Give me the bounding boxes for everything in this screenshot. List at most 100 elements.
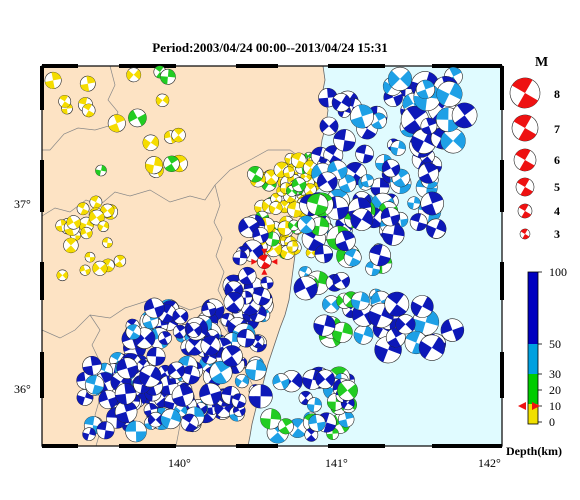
- focal-mechanism: [231, 393, 247, 409]
- focal-mechanism: [380, 207, 400, 227]
- magnitude-label-3: 3: [554, 227, 560, 241]
- focal-mechanism: [96, 421, 115, 440]
- depth-tick-100: 100: [549, 265, 567, 279]
- focal-mechanism: [79, 264, 91, 276]
- focal-mechanism: [451, 102, 478, 129]
- lat-tick-36: 36°: [14, 382, 31, 396]
- focal-mechanism: [291, 177, 307, 192]
- focal-mechanism: [308, 414, 326, 432]
- focal-mechanism: [322, 295, 341, 314]
- focal-mechanism: [350, 208, 374, 231]
- magnitude-label-7: 7: [554, 122, 560, 136]
- focal-mechanism: [84, 375, 105, 395]
- focal-mechanism: [95, 164, 107, 177]
- focal-mechanism: [323, 145, 344, 166]
- depth-colorbar-title: Depth(km): [506, 444, 562, 458]
- focal-mechanism: [277, 418, 294, 435]
- magnitude-legend: [509, 77, 541, 240]
- focal-mechanism: [172, 324, 187, 339]
- focal-mechanism: [245, 359, 267, 381]
- colorbar-shallow: [528, 404, 538, 424]
- focal-mechanism: [56, 269, 69, 282]
- focal-mechanism: [147, 411, 164, 428]
- focal-mechanism: [260, 276, 274, 290]
- focal-mechanism: [167, 361, 186, 379]
- focal-mechanism: [409, 213, 428, 232]
- focal-mechanism: [145, 156, 163, 175]
- focal-mechanism: [172, 308, 189, 325]
- focal-mechanism: [221, 345, 243, 367]
- lon-tick-140: 140°: [168, 456, 191, 470]
- focal-mechanism: [355, 144, 374, 164]
- focal-mechanism: [232, 250, 248, 266]
- magnitude-label-4: 4: [554, 204, 560, 218]
- focal-mechanism: [407, 196, 421, 210]
- focal-mechanism: [417, 162, 439, 184]
- focal-mechanism: [272, 373, 290, 391]
- magnitude-7-symbol: [511, 114, 539, 142]
- focal-mechanism: [102, 237, 113, 248]
- focal-mechanism: [155, 93, 170, 108]
- focal-mechanism: [160, 408, 182, 430]
- focal-mechanism: [209, 360, 233, 385]
- chart-title: Period:2003/04/24 00:00--2013/04/24 15:3…: [152, 40, 388, 55]
- magnitude-4-symbol: [517, 203, 533, 219]
- lon-tick-142: 142°: [478, 456, 501, 470]
- focal-mechanism: [415, 79, 436, 100]
- magnitude-3-symbol: [519, 228, 531, 240]
- focal-mechanism: [268, 201, 283, 215]
- focal-mechanism: [418, 334, 445, 361]
- focal-mechanism: [290, 152, 307, 169]
- colorbar-ticks: [538, 271, 542, 423]
- depth-tick-20: 20: [549, 383, 561, 397]
- mainshock-arrow-bottom: [261, 268, 268, 275]
- focal-mechanism: [248, 384, 273, 409]
- focal-mechanism: [163, 155, 180, 173]
- focal-mechanism: [368, 244, 391, 267]
- focal-mechanism: [333, 129, 356, 152]
- focal-mechanism: [319, 116, 339, 136]
- mainshock-arrow-left: [251, 258, 258, 265]
- focal-mechanism: [158, 331, 172, 345]
- focal-mechanism: [200, 335, 221, 356]
- focal-mechanism: [80, 226, 93, 240]
- colorbar-deep: [528, 272, 538, 344]
- focal-mechanism: [247, 165, 264, 183]
- focal-mechanism: [306, 397, 322, 413]
- focal-mechanism: [395, 314, 416, 335]
- focal-mechanism: [331, 321, 353, 343]
- focal-mechanism: [113, 254, 127, 268]
- focal-mechanism: [125, 324, 142, 340]
- focal-mechanisms: [44, 65, 478, 444]
- focal-mechanism: [116, 357, 138, 380]
- magnitude-6-symbol: [513, 148, 537, 172]
- focal-mechanism: [126, 67, 142, 83]
- colorbar-shallow-mid: [528, 374, 538, 404]
- focal-mechanism: [360, 174, 374, 188]
- mainshock-marker: [251, 248, 278, 275]
- mainshock-arrow-right: [271, 258, 278, 265]
- focal-mechanism: [171, 384, 194, 407]
- focal-mechanism: [436, 81, 463, 107]
- focal-mechanism: [286, 240, 299, 253]
- focal-mechanism: [343, 248, 362, 267]
- focal-mechanism: [316, 171, 338, 193]
- focal-mechanism: [82, 355, 102, 376]
- lon-tick-141: 141°: [325, 456, 348, 470]
- focal-mechanism: [304, 427, 319, 442]
- focal-mechanism: [350, 291, 370, 311]
- focal-mechanism: [201, 302, 217, 318]
- focal-mechanism: [81, 103, 96, 118]
- frame-scale-bars: [40, 64, 504, 448]
- focal-mechanism: [63, 237, 79, 254]
- focal-mechanism: [410, 295, 434, 318]
- focal-mechanism: [350, 104, 374, 129]
- focal-mechanism: [260, 408, 282, 430]
- magnitude-label-8: 8: [554, 87, 560, 101]
- focal-mechanism: [171, 127, 186, 143]
- focal-mechanism: [306, 193, 329, 216]
- focal-mechanism: [114, 383, 137, 405]
- focal-mechanism: [44, 71, 62, 89]
- focal-mechanism: [420, 191, 445, 216]
